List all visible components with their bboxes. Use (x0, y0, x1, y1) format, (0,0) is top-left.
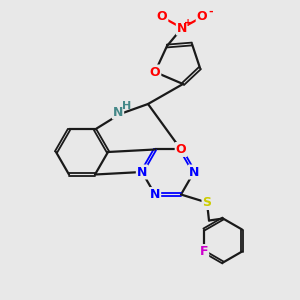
Text: O: O (157, 11, 167, 23)
Text: -: - (209, 7, 213, 17)
Text: +: + (184, 18, 192, 28)
Text: N: N (113, 106, 123, 118)
Text: N: N (177, 22, 187, 34)
Text: N: N (137, 166, 147, 178)
Text: O: O (176, 143, 186, 156)
Text: O: O (150, 65, 160, 79)
Text: F: F (200, 245, 208, 258)
Text: N: N (150, 188, 160, 201)
Text: S: S (202, 196, 211, 209)
Text: H: H (122, 101, 132, 111)
Text: O: O (197, 11, 207, 23)
Text: N: N (189, 166, 199, 178)
